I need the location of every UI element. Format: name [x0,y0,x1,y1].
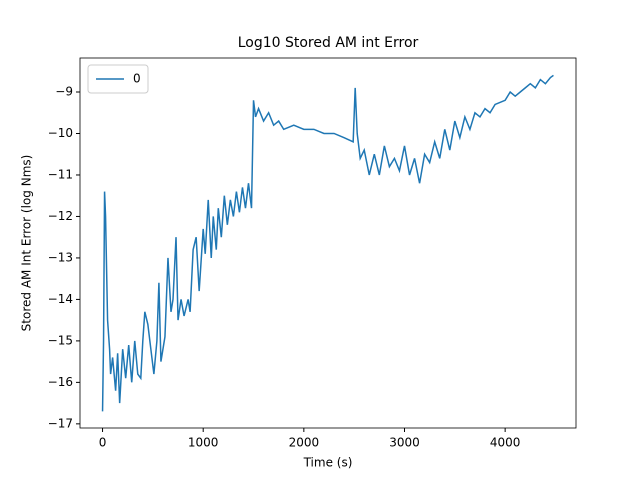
plot-frame [79,57,577,429]
y-tick-label: −15 [48,333,73,347]
x-axis-label: Time (s) [303,456,353,470]
y-tick-label: −12 [48,209,73,223]
y-tick-label: −10 [48,126,73,140]
y-axis-label: Stored AM Int Error (log Nms) [20,155,34,332]
x-tick-label: 2000 [289,436,320,450]
y-tick-label: −11 [48,167,73,181]
y-tick-label: −14 [48,292,73,306]
x-tick-label: 0 [99,436,107,450]
x-tick-label: 1000 [188,436,219,450]
y-tick-label: −16 [48,375,73,389]
line-series [101,74,554,412]
chart-title: Log10 Stored AM int Error [238,35,419,51]
x-tick-label: 3000 [389,436,420,450]
y-tick-label: −17 [48,416,73,430]
y-tick-label: −13 [48,250,73,264]
y-tick-label: −9 [55,85,73,99]
legend-label: 0 [133,72,141,86]
x-tick-label: 4000 [490,436,521,450]
